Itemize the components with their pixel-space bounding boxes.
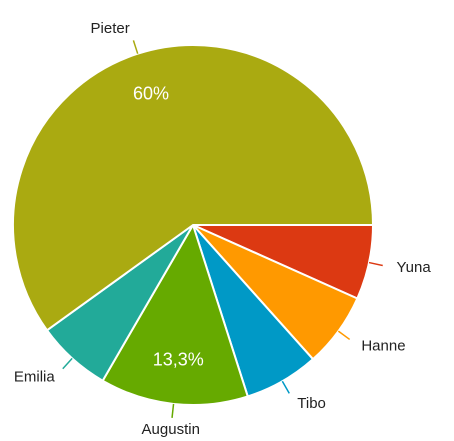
slice-label: Emilia	[14, 369, 55, 386]
leader-line	[368, 261, 383, 267]
leader-line	[337, 330, 351, 341]
pie-slice	[12, 44, 375, 332]
leader-line	[132, 40, 139, 54]
leader-line	[171, 403, 175, 418]
value-label: 13,3%	[153, 350, 204, 370]
slice-label: Yuna	[396, 259, 431, 276]
slice-label: Hanne	[361, 337, 405, 354]
leader-line	[62, 357, 73, 370]
slice-label: Tibo	[297, 395, 326, 412]
value-label: 60%	[133, 84, 169, 104]
pie-slice	[101, 222, 250, 406]
slice-label: Pieter	[91, 20, 130, 37]
slice-label: Augustin	[142, 421, 200, 438]
leader-line	[281, 380, 290, 394]
